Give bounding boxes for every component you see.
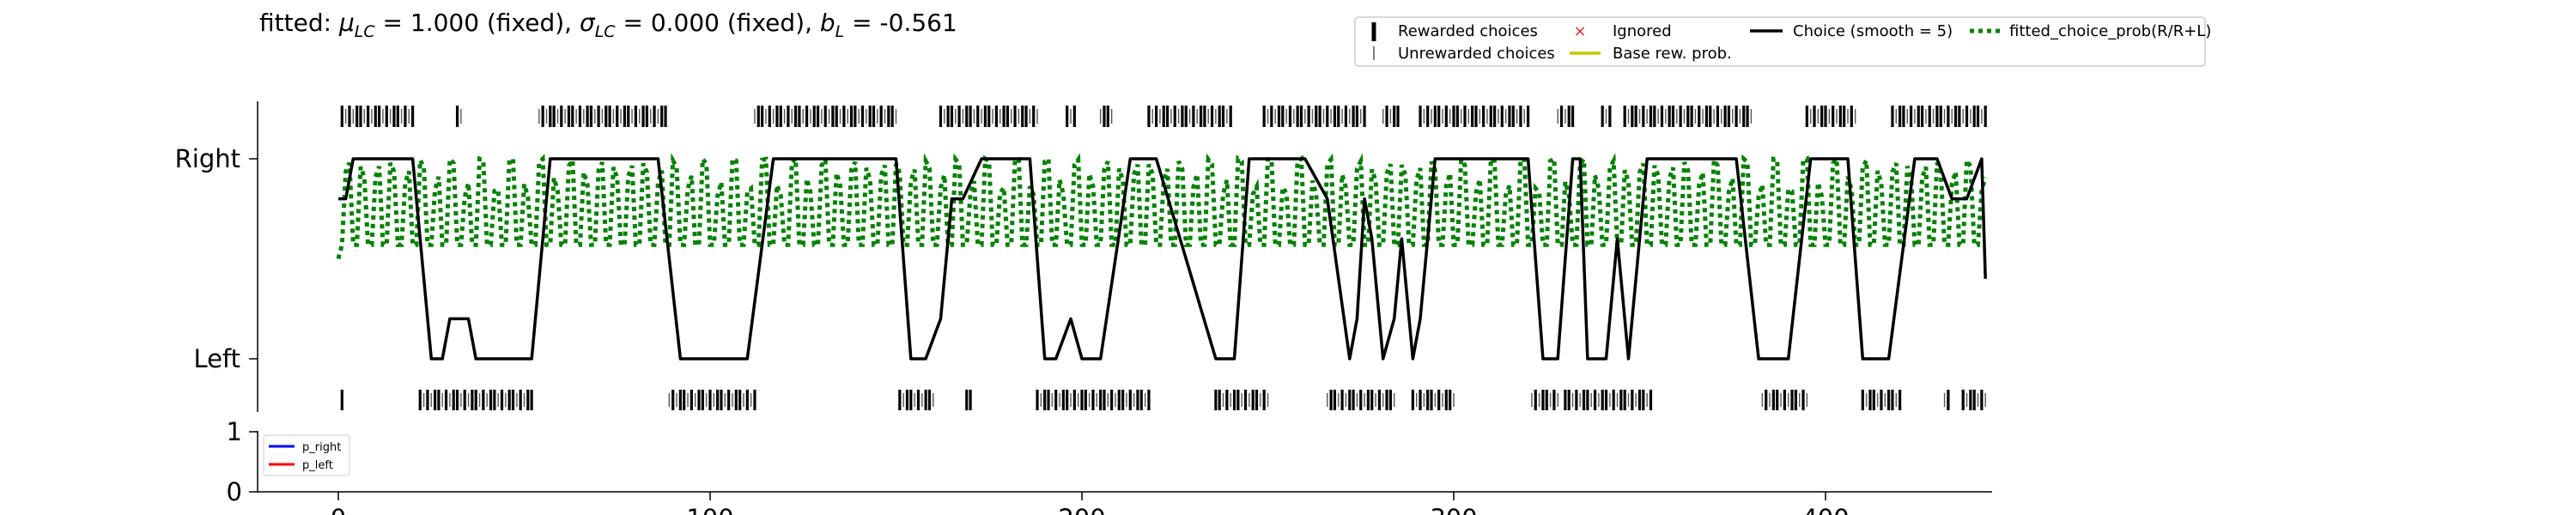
legend-base-label: Base rew. prob. <box>1613 45 1732 63</box>
legend-unrewarded-label: Unrewarded choices <box>1398 45 1555 63</box>
y-tick-label-right: Right <box>175 144 240 173</box>
legend-fitted-label: fitted_choice_prob(R/R+L) <box>2009 22 2211 40</box>
title-b-value: = -0.561 <box>844 9 957 37</box>
bottom-y-tick-label-1: 1 <box>227 417 242 446</box>
x-axis-ticks: 0 100 200 300 400 <box>331 492 1850 515</box>
title-mu-value: = 1.000 (fixed), <box>375 9 580 37</box>
title-mu-symbol: μ <box>338 9 355 37</box>
p-right-legend-label: p_right <box>302 441 341 454</box>
title-sigma-subscript: LC <box>595 22 617 41</box>
p-left-legend-label: p_left <box>302 459 333 472</box>
x-tick-label: 200 <box>1058 504 1105 515</box>
title-sigma-value: = 0.000 (fixed), <box>616 9 820 37</box>
chart-title: fitted: μLC = 1.000 (fixed), σLC = 0.000… <box>259 9 957 41</box>
fitted-choice-prob-line <box>336 152 1988 260</box>
title-prefix: fitted: <box>259 9 339 37</box>
legend-ignored-marker: × <box>1573 22 1586 40</box>
probability-legend: p_right p_left <box>263 434 350 476</box>
x-tick-label: 300 <box>1430 504 1477 515</box>
legend-frame <box>1354 16 2206 67</box>
legend-rewarded-label: Rewarded choices <box>1398 22 1538 40</box>
choice-panel: Right Left <box>175 101 1988 412</box>
legend-choice-label: Choice (smooth = 5) <box>1793 22 1953 40</box>
left-choice-ticks <box>340 390 1986 410</box>
title-mu-subscript: LC <box>355 22 376 41</box>
y-tick-label-left: Left <box>193 344 240 373</box>
bottom-y-tick-label-0: 0 <box>227 477 242 506</box>
title-b-symbol: b <box>820 9 835 37</box>
probability-panel: 1 0 0 100 200 300 400 p_right p_left <box>227 417 1992 515</box>
x-tick-label: 0 <box>331 504 346 515</box>
choice-smooth-line <box>338 157 1987 360</box>
x-tick-label: 100 <box>686 504 733 515</box>
title-sigma-symbol: σ <box>580 9 596 37</box>
title-b-subscript: L <box>835 22 845 41</box>
legend: Rewarded choices Unrewarded choices × Ig… <box>1354 16 2211 67</box>
legend-ignored-label: Ignored <box>1613 22 1672 40</box>
right-choice-ticks <box>340 106 1987 127</box>
x-tick-label: 400 <box>1801 504 1849 515</box>
